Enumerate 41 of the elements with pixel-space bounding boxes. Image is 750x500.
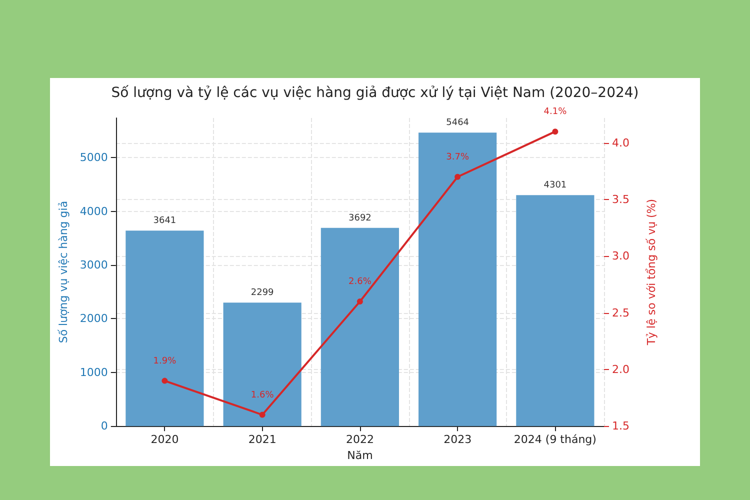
- y2-tick-label: 4.0: [612, 136, 630, 150]
- x-tick-label: 2023: [444, 433, 472, 446]
- bar: [126, 230, 204, 426]
- y2-tick-label: 2.5: [612, 306, 630, 320]
- data-label: 1.6%: [250, 390, 274, 400]
- y-tick-label: 1000: [80, 366, 108, 379]
- data-label: 3692: [348, 213, 372, 224]
- data-label: 3641: [153, 216, 176, 226]
- x-axis-title: Năm: [347, 449, 373, 462]
- point: [552, 128, 558, 135]
- x-tick-label: 2021: [248, 433, 276, 446]
- point: [356, 298, 363, 304]
- data-label: 3.7%: [446, 152, 470, 162]
- y-tick-label: 5000: [80, 151, 108, 164]
- y2-tick-label: 1.5: [612, 420, 630, 433]
- y-tick-label: 0: [100, 420, 108, 433]
- y2-tick-label: 3.0: [612, 250, 630, 263]
- point: [454, 174, 461, 180]
- data-label: 4301: [544, 180, 567, 191]
- y-tick-label: 3000: [80, 258, 108, 272]
- y-tick-label: 2000: [80, 312, 108, 326]
- y-tick-label: 4000: [80, 204, 108, 218]
- chart-title: Số lượng và tỷ lệ các vụ việc hàng giả được xử lý tại Việt Nam (2020–2024): [111, 85, 639, 101]
- point: [162, 378, 168, 384]
- bar: [516, 195, 594, 426]
- x-tick-label: 2020: [150, 433, 179, 446]
- y2-tick-label: 3.5: [612, 193, 630, 206]
- y2-axis-title: Tỷ lệ so với tổng số vụ (%): [645, 198, 658, 346]
- y2-tick-label: 2.0: [612, 362, 630, 376]
- data-label: 1.9%: [153, 356, 177, 366]
- bar: [320, 228, 399, 426]
- data-label: 4.1%: [544, 107, 568, 118]
- y-axis-title: Số lượng vụ việc hàng giả: [57, 200, 70, 344]
- data-label: 2.6%: [348, 277, 372, 287]
- data-label: 2299: [250, 288, 274, 298]
- point: [259, 412, 266, 418]
- bar: [223, 302, 302, 426]
- bar: [418, 132, 497, 426]
- data-label: 5464: [446, 118, 470, 128]
- x-tick-label: 2024 (9 tháng): [514, 433, 596, 446]
- x-tick-label: 2022: [346, 433, 374, 446]
